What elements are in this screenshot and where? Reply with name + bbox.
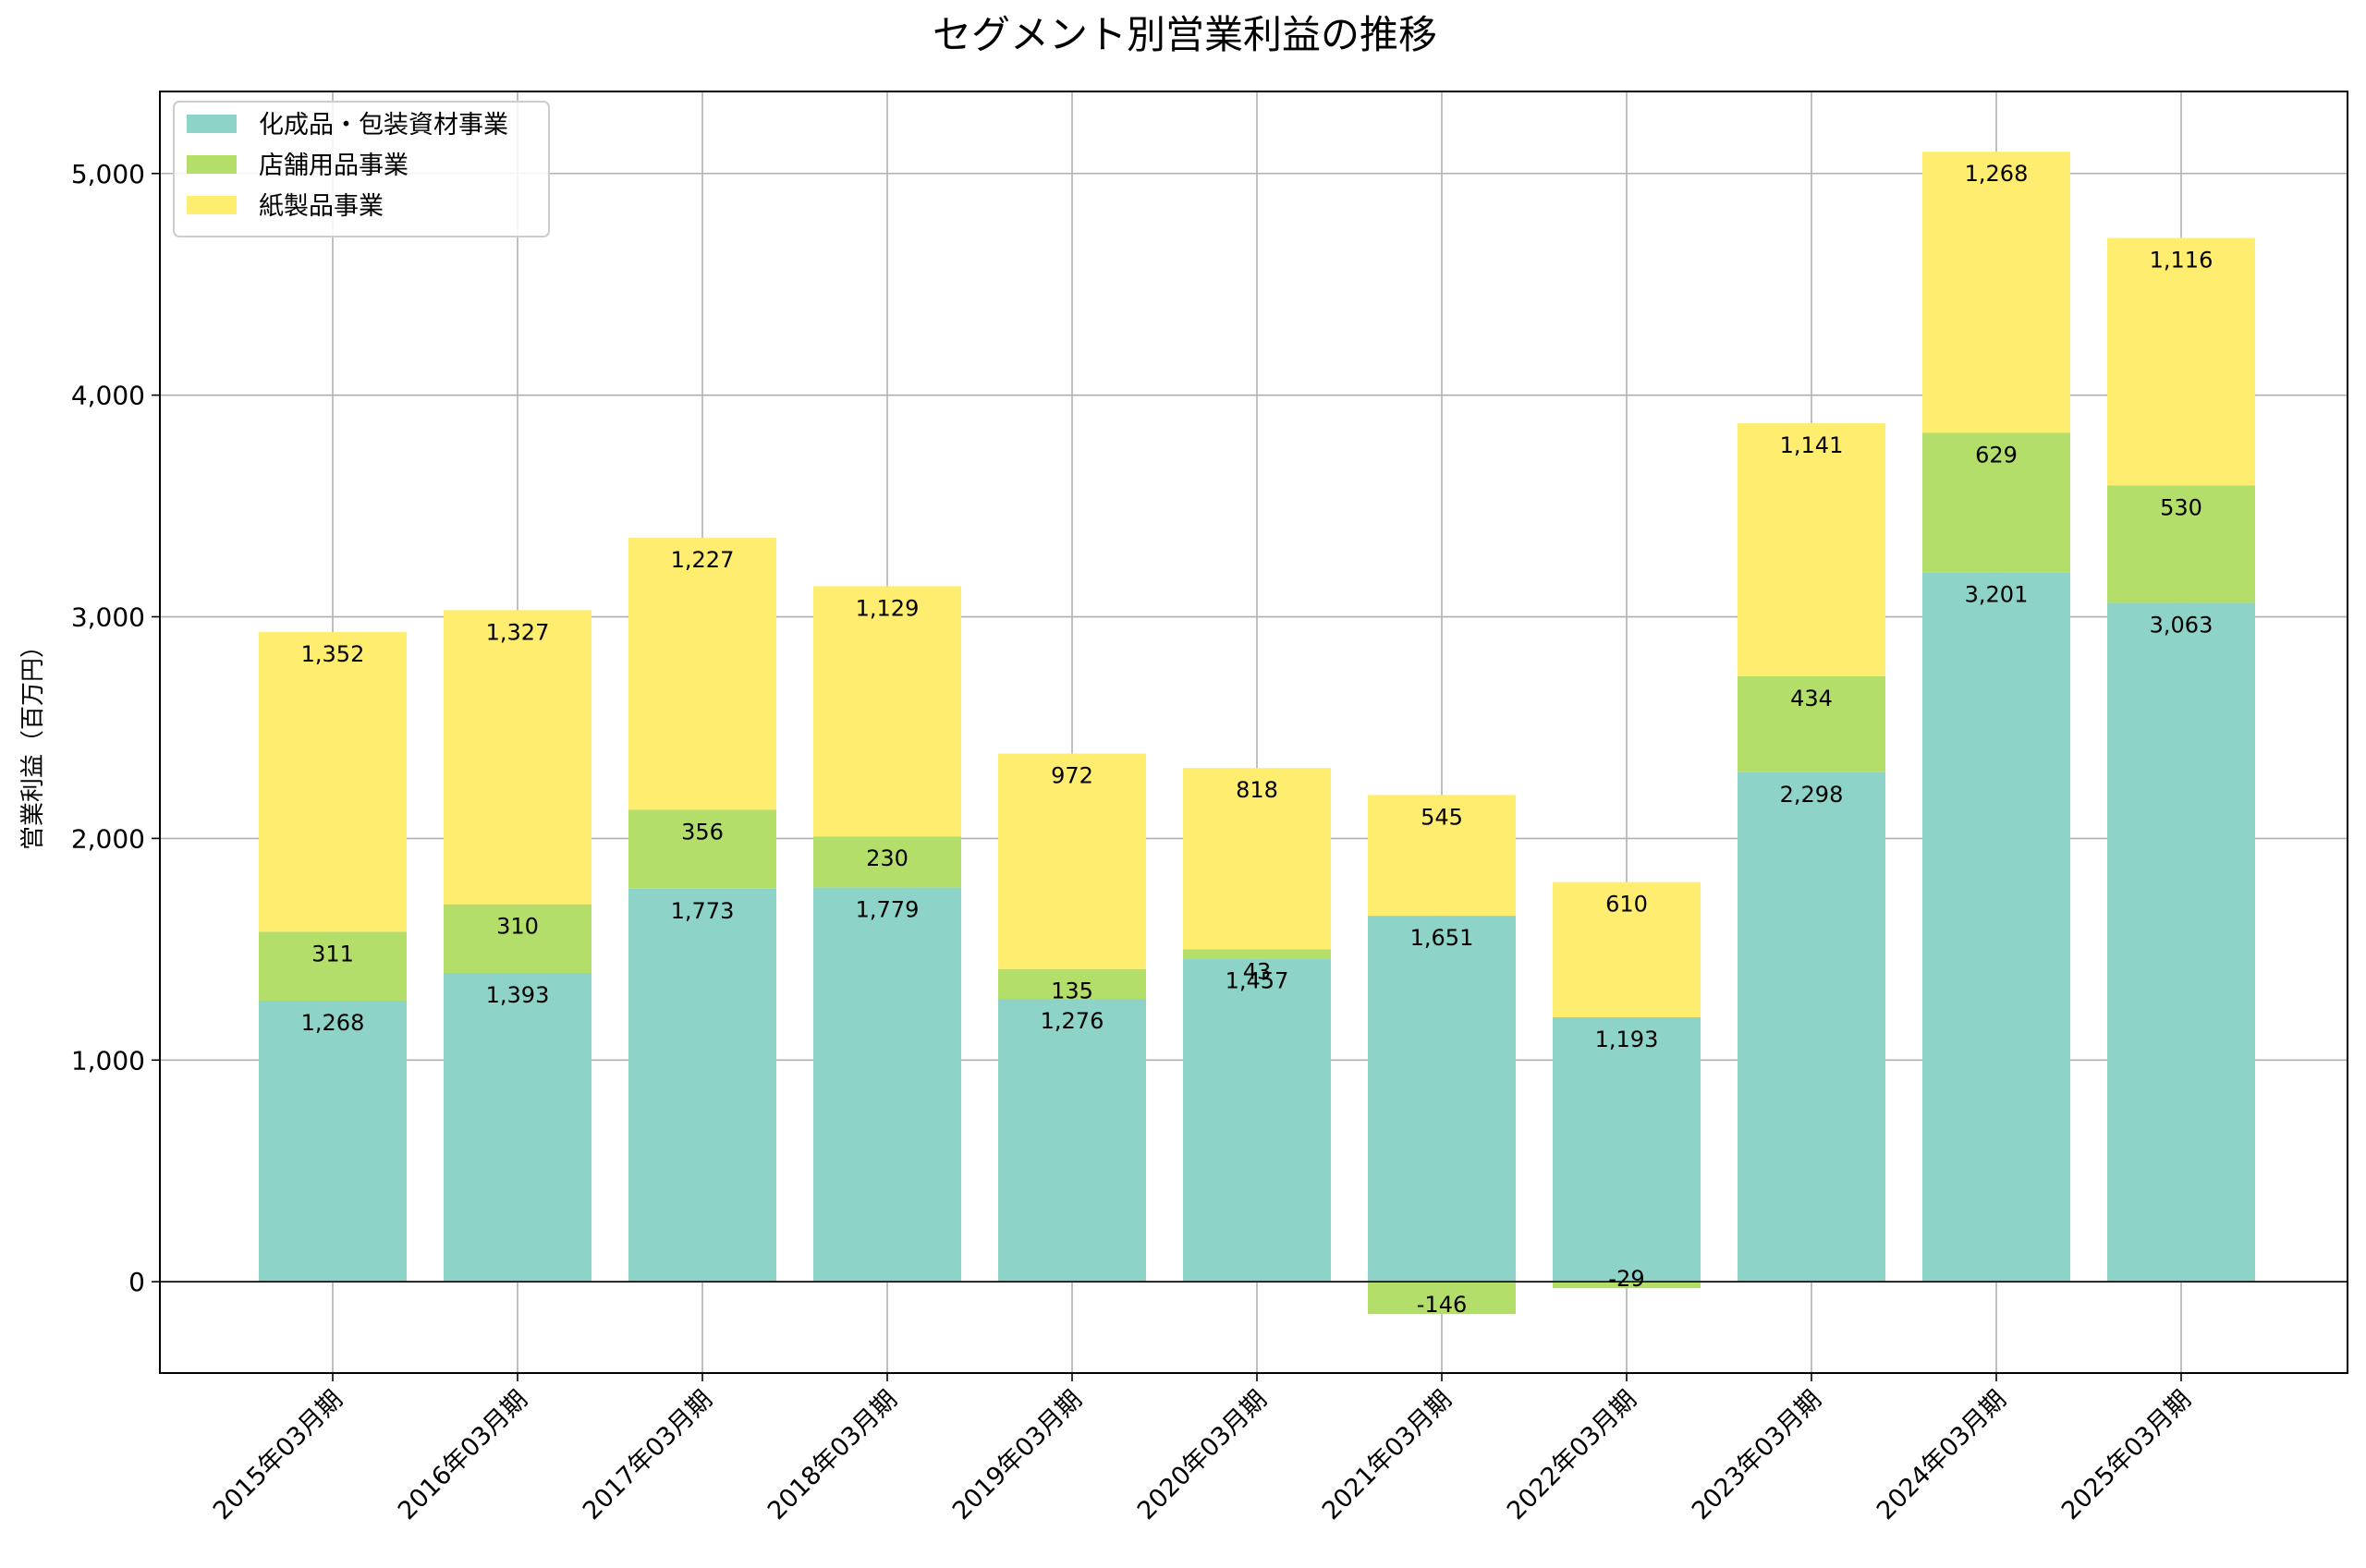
data-label-2-4: 135 [1051,978,1093,1004]
data-label-1-6: 1,651 [1410,925,1474,951]
legend-swatch-2 [187,155,237,174]
chart-title: セグメント別営業利益の推移 [933,12,1437,57]
bar-2-9 [1922,432,2070,573]
bar-2-5 [1183,949,1331,959]
data-label-1-10: 3,063 [2150,612,2214,638]
data-label-1-2: 1,773 [671,898,735,924]
data-label-2-5: 43 [1243,958,1272,984]
bar-2-7 [1553,1282,1701,1289]
data-label-1-8: 2,298 [1780,782,1844,808]
bar-3-6 [1368,795,1516,917]
x-tick-label-4: 2019年03月期 [947,1385,1088,1525]
legend-label-3: 紙製品事業 [259,192,384,221]
data-label-1-7: 1,193 [1595,1027,1659,1052]
bar-2-8 [1738,675,1885,772]
bar-3-8 [1738,423,1885,676]
bar-3-2 [628,538,776,810]
data-label-3-1: 1,327 [486,619,550,645]
data-label-2-8: 434 [1790,686,1833,711]
bar-3-3 [813,586,961,837]
data-label-2-10: 530 [2160,494,2202,520]
data-labels: 1,268 1,393 1,773 1,779 1,276 1,457 1,651 1,193… [301,161,2214,1318]
data-label-3-4: 972 [1051,763,1093,789]
data-label-2-0: 311 [311,941,354,966]
data-label-3-10: 1,116 [2150,248,2214,273]
bar-3-4 [998,753,1146,969]
bar-3-1 [444,610,592,905]
bar-2-6 [1368,1282,1516,1315]
data-label-2-6: -146 [1417,1292,1467,1318]
y-axis-label: 営業利益（百万円） [19,634,47,850]
bar-3-10 [2107,237,2255,486]
data-label-2-9: 629 [1975,442,2018,468]
bar-2-2 [628,809,776,889]
legend-swatch-3 [187,196,237,214]
y-tick-label-3: 3,000 [71,602,145,633]
data-label-2-2: 356 [681,819,724,845]
data-label-3-8: 1,141 [1780,432,1844,458]
data-label-2-7: -29 [1608,1266,1644,1292]
legend-swatch-1 [187,115,237,133]
x-tick-label-7: 2022年03月期 [1502,1385,1642,1525]
bar-1-9 [1922,572,2070,1282]
bars [259,152,2255,1315]
x-tick-label-1: 2016年03月期 [393,1385,533,1525]
x-tick-label-8: 2023年03月期 [1687,1385,1827,1525]
data-label-3-5: 818 [1236,777,1278,803]
data-label-3-2: 1,227 [671,547,735,573]
data-label-1-0: 1,268 [301,1010,365,1036]
data-label-1-5: 1,457 [1226,968,1289,994]
y-tick-label-2: 2,000 [71,823,145,854]
plot-frame [159,91,2348,1374]
legend-label-1: 化成品・包装資材事業 [259,111,508,140]
data-label-3-3: 1,129 [856,595,920,621]
bar-1-2 [628,888,776,1282]
x-tick-label-0: 2015年03月期 [208,1385,348,1525]
bar-1-0 [259,1000,407,1282]
bar-1-6 [1368,916,1516,1282]
bar-1-7 [1553,1016,1701,1282]
bar-2-1 [444,904,592,974]
x-tick-label-2: 2017年03月期 [578,1385,718,1525]
data-label-2-3: 230 [866,845,909,871]
data-label-3-6: 545 [1421,804,1463,830]
x-tick-label-3: 2018年03月期 [762,1385,903,1525]
bar-1-1 [444,973,592,1282]
bar-1-4 [998,999,1146,1282]
bar-1-10 [2107,602,2255,1282]
x-tick-label-9: 2024年03月期 [1872,1385,2012,1525]
data-label-3-7: 610 [1605,892,1648,918]
bar-2-3 [813,836,961,888]
bar-2-4 [998,968,1146,1000]
data-label-3-9: 1,268 [1965,161,2029,187]
legend-label-2: 店舗用品事業 [259,152,409,180]
data-label-1-9: 3,201 [1965,581,2029,607]
bar-1-8 [1738,772,1885,1282]
bar-1-5 [1183,958,1331,1282]
y-tick-label-5: 5,000 [71,159,145,189]
data-label-3-0: 1,352 [301,641,365,667]
y-tick-label-1: 1,000 [71,1045,145,1076]
data-label-1-1: 1,393 [486,982,550,1008]
y-tick-label-0: 0 [128,1267,145,1297]
data-label-2-1: 310 [496,914,539,940]
x-tick-label-5: 2020年03月期 [1132,1385,1273,1525]
x-tick-label-6: 2021年03月期 [1317,1385,1457,1525]
y-tick-label-4: 4,000 [71,381,145,411]
data-label-1-4: 1,276 [1041,1008,1104,1034]
x-tick-label-10: 2025年03月期 [2056,1385,2197,1525]
bar-1-3 [813,887,961,1282]
bar-2-10 [2107,485,2255,603]
bar-3-5 [1183,768,1331,950]
bar-3-7 [1553,881,1701,1017]
data-label-1-3: 1,779 [856,896,920,922]
legend-box [173,101,550,237]
bar-3-9 [1922,152,2070,433]
bar-2-0 [259,931,407,1001]
bar-3-0 [259,632,407,932]
